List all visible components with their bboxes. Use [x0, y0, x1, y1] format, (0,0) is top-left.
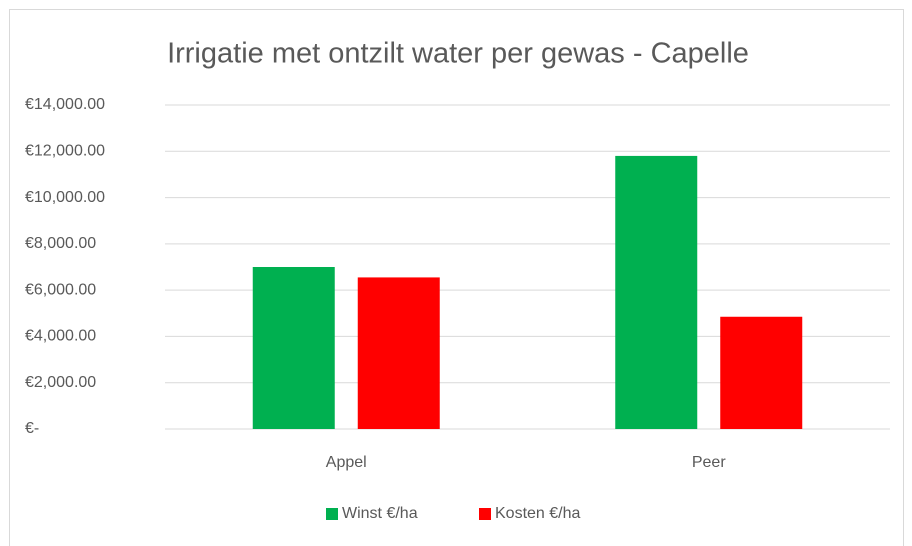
y-tick-label: €14,000.00 [25, 96, 105, 113]
chart-title: Irrigatie met ontzilt water per gewas - … [167, 38, 749, 70]
y-tick-label: €- [25, 420, 39, 437]
bar [252, 267, 335, 429]
y-tick-label: €10,000.00 [25, 189, 105, 206]
y-tick-label: €12,000.00 [25, 143, 105, 160]
y-tick-label: €4,000.00 [25, 328, 96, 345]
x-tick-label: Peer [692, 454, 726, 471]
legend-label: Winst €/ha [342, 505, 418, 522]
y-tick-label: €2,000.00 [25, 374, 96, 391]
chart-frame [9, 9, 904, 546]
bar [615, 155, 698, 429]
legend-label: Kosten €/ha [495, 505, 581, 522]
x-tick-label: Appel [326, 454, 367, 471]
y-tick-label: €8,000.00 [25, 235, 96, 252]
bar [357, 277, 440, 429]
legend-swatch [326, 508, 338, 520]
legend-swatch [479, 508, 491, 520]
bar [720, 316, 803, 429]
y-tick-label: €6,000.00 [25, 281, 96, 298]
